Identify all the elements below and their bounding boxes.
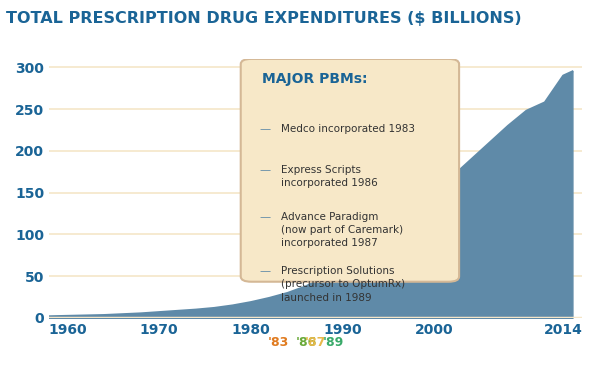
Text: '83: '83 (268, 336, 289, 350)
Text: —: — (259, 124, 271, 134)
Text: '87: '87 (305, 336, 326, 350)
Text: —: — (259, 266, 271, 276)
FancyBboxPatch shape (241, 59, 459, 282)
Text: Medco incorporated 1983: Medco incorporated 1983 (281, 124, 415, 134)
Text: Prescription Solutions
(precursor to OptumRx)
launched in 1989: Prescription Solutions (precursor to Opt… (281, 266, 405, 303)
Text: '86: '86 (295, 336, 317, 350)
Text: TOTAL PRESCRIPTION DRUG EXPENDITURES ($ BILLIONS): TOTAL PRESCRIPTION DRUG EXPENDITURES ($ … (6, 11, 521, 26)
Text: —: — (259, 165, 271, 175)
Text: '89: '89 (323, 336, 344, 350)
Text: Advance Paradigm
(now part of Caremark)
incorporated 1987: Advance Paradigm (now part of Caremark) … (281, 212, 403, 248)
Text: —: — (259, 212, 271, 222)
Text: MAJOR PBMs:: MAJOR PBMs: (262, 72, 368, 86)
Text: Express Scripts
incorporated 1986: Express Scripts incorporated 1986 (281, 165, 377, 188)
